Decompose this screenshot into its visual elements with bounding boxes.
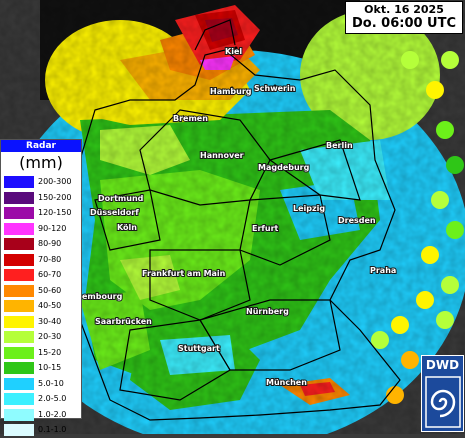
legend-row: 30-40 [1,314,81,330]
legend-label: 150-200 [38,192,72,202]
legend-row: 2.0-5.0 [1,391,81,407]
legend-swatch [4,222,34,235]
city-label-frankfurt: Frankfurt am Main [142,269,226,278]
legend-swatch [4,331,34,343]
dwd-logo-text: DWD [425,358,460,372]
legend-swatch [4,176,34,188]
legend-swatch [4,377,34,390]
legend-swatch [4,362,34,374]
city-label-muenchen: München [266,378,307,387]
legend-swatch [4,284,34,297]
legend-row: 150-200 [1,190,81,206]
legend-label: 70-80 [38,254,62,264]
city-labels: Kiel Hamburg Schwerin Bremen Berlin Hann… [81,46,397,388]
dwd-logo: DWD [421,355,464,432]
city-label-bremen: Bremen [173,114,208,123]
city-markers [116,46,385,384]
legend-row: 90-120 [1,221,81,237]
legend-label: 90-120 [38,223,67,233]
legend-label: 50-60 [38,285,62,295]
legend-label: 60-70 [38,270,62,279]
legend-row: 120-150 [1,205,81,221]
city-label-nuernberg: Nürnberg [246,307,289,316]
legend-label: 120-150 [38,208,72,217]
legend-swatch [4,191,34,204]
city-label-stuttgart: Stuttgart [178,344,220,353]
legend-unit: (mm) [19,153,63,172]
city-label-berlin: Berlin [326,141,353,150]
city-label-koeln: Köln [117,223,137,232]
legend-row: 15-20 [1,345,81,361]
city-label-magdeburg: Magdeburg [258,163,310,172]
legend-swatch [4,346,34,359]
legend-label: 10-15 [38,363,62,372]
outer-radar-dots [371,51,464,404]
legend-swatch [4,424,34,436]
legend-row: 20-30 [1,329,81,345]
legend-swatch [4,300,34,312]
time-label: Do. 06:00 UTC [351,16,457,31]
city-label-duesseldorf: Düsseldorf [90,208,139,217]
legend-rows: 200-300 150-200 120-150 90-120 80-90 70-80 60-… [1,174,81,438]
city-label-schwerin: Schwerin [254,84,296,93]
legend-row: 40-50 [1,298,81,314]
legend-swatch [4,238,34,250]
legend-swatch [4,207,34,219]
legend-label: 15-20 [38,347,62,357]
legend-row: 60-70 [1,267,81,283]
legend-label: 80-90 [38,239,62,248]
legend-row: 50-60 [1,283,81,299]
timestamp-box: Okt. 16 2025 Do. 06:00 UTC [345,1,463,34]
dwd-swirl-icon [425,376,461,428]
city-label-luxemburg: embourg [82,292,123,301]
legend-label: 20-30 [38,332,62,341]
legend-row: 10-15 [1,360,81,376]
city-label-dortmund: Dortmund [98,194,144,203]
legend-row: 1.0-2.0 [1,407,81,423]
city-label-kiel: Kiel [225,47,242,56]
legend-row: 70-80 [1,252,81,268]
city-label-hamburg: Hamburg [210,87,252,96]
legend-swatch [4,269,34,281]
legend-swatch [4,408,34,421]
legend-swatch [4,315,34,328]
city-label-saarbruecken: Saarbrücken [95,317,152,326]
legend-row: 80-90 [1,236,81,252]
legend-label: 5.0-10 [38,378,64,388]
legend: Radar (mm) 200-300 150-200 120-150 90-120 80… [0,139,82,436]
legend-title: Radar [1,140,81,152]
date-label: Okt. 16 2025 [364,3,444,16]
legend-label: 0.1-1.0 [38,425,67,434]
legend-row: 0.1-1.0 [1,422,81,438]
city-label-praha: Praha [370,266,396,275]
country-borders [74,19,401,421]
city-label-erfurt: Erfurt [252,224,279,233]
legend-row: 200-300 [1,174,81,190]
city-label-leipzig: Leipzig [293,204,325,213]
city-label-dresden: Dresden [338,216,376,225]
legend-label: 40-50 [38,301,62,310]
legend-swatch [4,253,34,266]
legend-label: 2.0-5.0 [38,394,67,403]
city-label-hannover: Hannover [200,151,244,160]
legend-label: 200-300 [38,177,72,186]
legend-label: 1.0-2.0 [38,409,67,419]
legend-swatch [4,393,34,405]
legend-row: 5.0-10 [1,376,81,392]
legend-label: 30-40 [38,316,62,326]
